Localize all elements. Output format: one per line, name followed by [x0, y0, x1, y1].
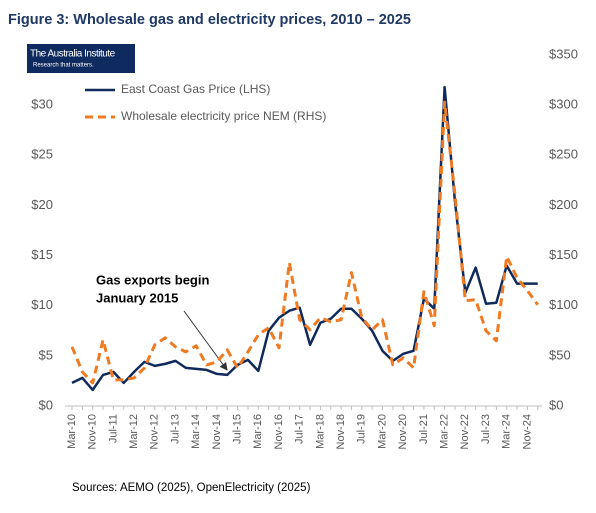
x-tick-label: Mar-18 — [314, 414, 326, 449]
logo-name: The Australia Institute — [30, 49, 116, 60]
x-tick-label: Nov-16 — [273, 414, 285, 449]
y-tick-label: $10 — [31, 297, 53, 312]
x-tick-label: Nov-10 — [87, 414, 99, 449]
x-tick-label: Jul-17 — [294, 414, 306, 444]
y2-tick-label: $150 — [549, 247, 578, 262]
y2-tick-label: $100 — [549, 297, 578, 312]
x-tick-label: Nov-14 — [211, 414, 223, 449]
y2-tick-label: $250 — [549, 147, 578, 162]
x-tick-label: Nov-12 — [149, 414, 161, 449]
y2-tick-label: $350 — [549, 46, 578, 61]
x-tick-label: Jul-21 — [418, 414, 430, 444]
x-tick-label: Nov-18 — [335, 414, 347, 449]
series-line — [71, 85, 538, 392]
y-tick-label: $15 — [31, 247, 53, 262]
source: Sources: AEMO (2025), OpenElectricity (2… — [72, 482, 311, 494]
x-tick-label: Jul-19 — [356, 414, 368, 444]
y2-tick-label: $0 — [549, 397, 563, 412]
x-tick-label: Jul-13 — [169, 414, 181, 444]
y2-tick-label: $300 — [549, 97, 578, 112]
x-tick-label: Mar-22 — [439, 414, 451, 449]
x-tick-label: Mar-24 — [501, 414, 513, 449]
y-tick-label: $5 — [39, 347, 53, 362]
annotation-arrow — [183, 310, 228, 371]
x-tick-label: Jul-23 — [480, 414, 492, 444]
x-tick-label: Jul-11 — [107, 414, 119, 443]
y-tick-label: $25 — [31, 147, 53, 162]
x-tick-label: Mar-16 — [252, 414, 264, 449]
legend-label: Wholesale electricity price NEM (RHS) — [121, 109, 326, 123]
annotation: Gas exports begin — [96, 272, 209, 287]
logo-tagline: Research that matters. — [33, 63, 94, 69]
x-tick-label: Nov-22 — [459, 414, 471, 449]
y-tick-label: $20 — [31, 197, 53, 212]
y2-tick-label: $200 — [549, 197, 578, 212]
series-line — [70, 100, 539, 385]
x-tick-label: Nov-24 — [521, 414, 533, 449]
annotation: January 2015 — [96, 290, 178, 305]
x-tick-label: Mar-10 — [66, 414, 78, 449]
y-tick-label: $30 — [31, 97, 53, 112]
x-tick-label: Mar-14 — [190, 414, 202, 449]
x-tick-label: Jul-15 — [232, 414, 244, 444]
logo-box — [27, 44, 135, 73]
y-tick-label: $0 — [39, 397, 53, 412]
x-tick-label: Nov-20 — [397, 414, 409, 449]
x-tick-label: Mar-20 — [376, 414, 388, 449]
legend-label: East Coast Gas Price (LHS) — [121, 82, 270, 96]
y2-tick-label: $50 — [549, 347, 571, 362]
x-tick-label: Mar-12 — [128, 414, 140, 449]
chart-title: Figure 3: Wholesale gas and electricity … — [8, 12, 411, 28]
